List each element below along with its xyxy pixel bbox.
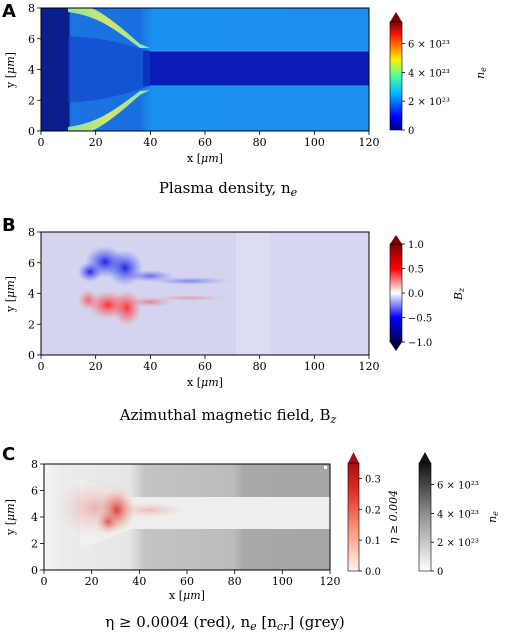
y-tick-label-b: 4 bbox=[28, 288, 35, 301]
colorbar-tick-label-a: 0 bbox=[408, 126, 414, 137]
y-axis-label-a: y [μm] bbox=[4, 52, 17, 89]
x-tick-label-a: 40 bbox=[143, 136, 157, 149]
y-tick-label-b: 8 bbox=[28, 226, 35, 239]
colorbar-tick-label-a: 6 × 10²³ bbox=[408, 40, 450, 51]
y-axis-label-b: y [μm] bbox=[4, 276, 17, 313]
x-tick-label-b: 120 bbox=[359, 360, 380, 373]
x-tick-label-a: 80 bbox=[253, 136, 267, 149]
y-tick-label-a: 4 bbox=[28, 64, 35, 77]
panel-a: A 0 20 40 60 80 100 120 0 2 4 6 8 x [μm] y [μm] 0 2 … bbox=[2, 1, 488, 199]
x-tick-label-b: 40 bbox=[143, 360, 157, 373]
colorbar-tick-label-c-eta: 0.2 bbox=[365, 505, 381, 516]
colorbar-label-c-ne: ne bbox=[486, 511, 500, 523]
panel-letter-b: B bbox=[2, 215, 16, 236]
x-tick-label-b: 100 bbox=[304, 360, 325, 373]
caption-c: η ≥ 0.0004 (red), ne [ncr] (grey) bbox=[105, 613, 345, 633]
x-axis-label-c: x [μm] bbox=[169, 589, 205, 602]
x-tick-label-b: 20 bbox=[89, 360, 103, 373]
x-tick-label-c: 20 bbox=[85, 575, 99, 588]
x-tick-label-c: 40 bbox=[132, 575, 146, 588]
x-tick-label-c: 120 bbox=[320, 575, 341, 588]
heatmap-c-field bbox=[44, 464, 330, 570]
x-axis-label-b: x [μm] bbox=[187, 376, 223, 389]
x-tick-label-a: 60 bbox=[198, 136, 212, 149]
colorbar-label-a: ne bbox=[474, 67, 488, 79]
x-tick-label-a: 120 bbox=[359, 136, 380, 149]
y-tick-label-c: 0 bbox=[31, 564, 38, 577]
y-tick-label-b: 6 bbox=[28, 257, 35, 270]
x-axis-label-a: x [μm] bbox=[187, 152, 223, 165]
x-tick-label-c: 100 bbox=[272, 575, 293, 588]
y-tick-label-a: 6 bbox=[28, 33, 35, 46]
x-tick-label-c: 60 bbox=[180, 575, 194, 588]
x-tick-label-c: 0 bbox=[41, 575, 48, 588]
colorbar-tick-label-a: 4 × 10²³ bbox=[408, 68, 450, 79]
axis-ticks-b: 0 20 40 60 80 100 120 0 2 4 6 8 bbox=[28, 226, 380, 373]
y-tick-label-a: 2 bbox=[28, 94, 35, 107]
colorbar-tick-label-b: −0.5 bbox=[408, 314, 432, 325]
colorbar-tick-label-a: 2 × 10²³ bbox=[408, 97, 450, 108]
y-tick-label-c: 6 bbox=[31, 485, 38, 498]
colorbar-tick-label-c-eta: 0.1 bbox=[365, 536, 381, 547]
caption-b: Azimuthal magnetic field, Bz bbox=[119, 406, 337, 426]
colorbar-tick-label-b: −1.0 bbox=[408, 338, 432, 349]
caption-a: Plasma density, ne bbox=[159, 179, 298, 199]
y-tick-label-c: 8 bbox=[31, 458, 38, 471]
y-tick-label-c: 4 bbox=[31, 511, 38, 524]
x-tick-label-a: 20 bbox=[89, 136, 103, 149]
colorbar-tick-label-c-ne: 2 × 10²³ bbox=[437, 538, 479, 549]
colorbar-tick-label-c-eta: 0.0 bbox=[365, 567, 381, 578]
colorbar-tick-label-b: 0.5 bbox=[408, 265, 424, 276]
x-tick-label-a: 0 bbox=[38, 136, 45, 149]
y-axis-label-c: y [μm] bbox=[4, 499, 17, 536]
y-tick-label-a: 8 bbox=[28, 2, 35, 15]
colorbar-tick-label-b: 0.0 bbox=[408, 289, 424, 300]
x-tick-label-c: 80 bbox=[228, 575, 242, 588]
heatmap-b-field bbox=[41, 232, 369, 355]
x-tick-label-b: 0 bbox=[38, 360, 45, 373]
x-tick-label-b: 80 bbox=[253, 360, 267, 373]
colorbar-b: −1.0 −0.5 0.0 0.5 1.0 Bz bbox=[389, 235, 466, 351]
y-tick-label-a: 0 bbox=[28, 125, 35, 138]
colorbar-tick-label-b: 1.0 bbox=[408, 240, 424, 251]
panel-letter-c: C bbox=[2, 444, 15, 465]
colorbar-tick-label-c-ne: 4 × 10²³ bbox=[437, 509, 479, 520]
colorbar-tick-label-c-eta: 0.3 bbox=[365, 474, 381, 485]
panel-letter-a: A bbox=[2, 1, 16, 22]
y-tick-label-b: 0 bbox=[28, 349, 35, 362]
panel-c: C 0 20 40 60 80 100 120 0 2 4 6 8 x [μm] y [μm] 0.0… bbox=[2, 444, 500, 633]
colorbar-label-b: Bz bbox=[452, 287, 466, 301]
colorbar-c-ne: 0 2 × 10²³ 4 × 10²³ 6 × 10²³ ne bbox=[418, 452, 500, 578]
colorbar-a: 0 2 × 10²³ 4 × 10²³ 6 × 10²³ ne bbox=[389, 12, 488, 137]
y-tick-label-b: 2 bbox=[28, 318, 35, 331]
x-tick-label-a: 100 bbox=[304, 136, 325, 149]
axis-ticks-a: 0 20 40 60 80 100 120 0 2 4 6 8 bbox=[28, 2, 380, 149]
axis-ticks-c: 0 20 40 60 80 100 120 0 2 4 6 8 bbox=[31, 458, 341, 588]
heatmap-a-field bbox=[41, 8, 369, 131]
colorbar-tick-label-c-ne: 0 bbox=[437, 567, 443, 578]
y-tick-label-c: 2 bbox=[31, 538, 38, 551]
colorbar-label-c-eta: η ≥ 0.004 bbox=[387, 490, 400, 544]
colorbar-c-eta: 0.0 0.1 0.2 0.3 η ≥ 0.004 bbox=[347, 452, 400, 578]
x-tick-label-b: 60 bbox=[198, 360, 212, 373]
colorbar-tick-label-c-ne: 6 × 10²³ bbox=[437, 481, 479, 492]
